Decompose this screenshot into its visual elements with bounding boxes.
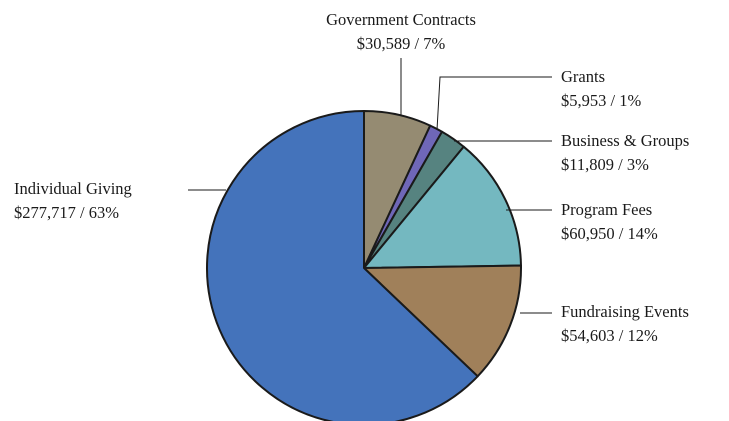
slice-labels: Government Contracts $30,589 / 7% Grants… — [14, 10, 689, 345]
slice-label-government-contracts: Government Contracts $30,589 / 7% — [326, 10, 476, 116]
slice-label-program-fees: Program Fees $60,950 / 14% — [506, 200, 658, 243]
slice-label-grants: Grants $5,953 / 1% — [436, 67, 641, 131]
slice-amount-government-contracts: $30,589 / 7% — [357, 34, 446, 53]
slice-name-government-contracts: Government Contracts — [326, 10, 476, 29]
slice-amount-individual-giving: $277,717 / 63% — [14, 203, 119, 222]
pie-slices — [206, 110, 522, 421]
slice-amount-grants: $5,953 / 1% — [561, 91, 641, 110]
slice-amount-business-groups: $11,809 / 3% — [561, 155, 649, 174]
slice-label-fundraising-events: Fundraising Events $54,603 / 12% — [520, 302, 689, 345]
leader-line-grants — [436, 76, 552, 131]
slice-label-business-groups: Business & Groups $11,809 / 3% — [454, 131, 689, 174]
slice-name-individual-giving: Individual Giving — [14, 179, 132, 198]
pie-slice-fundraising-events — [363, 264, 522, 378]
slice-amount-program-fees: $60,950 / 14% — [561, 224, 658, 243]
pie-slice-program-fees — [363, 145, 522, 269]
pie-slice-individual-giving — [206, 110, 479, 421]
slice-name-program-fees: Program Fees — [561, 200, 652, 219]
slice-name-fundraising-events: Fundraising Events — [561, 302, 689, 321]
slice-name-business-groups: Business & Groups — [561, 131, 689, 150]
slice-name-grants: Grants — [561, 67, 605, 86]
slice-label-individual-giving: Individual Giving $277,717 / 63% — [14, 179, 226, 222]
slice-amount-fundraising-events: $54,603 / 12% — [561, 326, 658, 345]
